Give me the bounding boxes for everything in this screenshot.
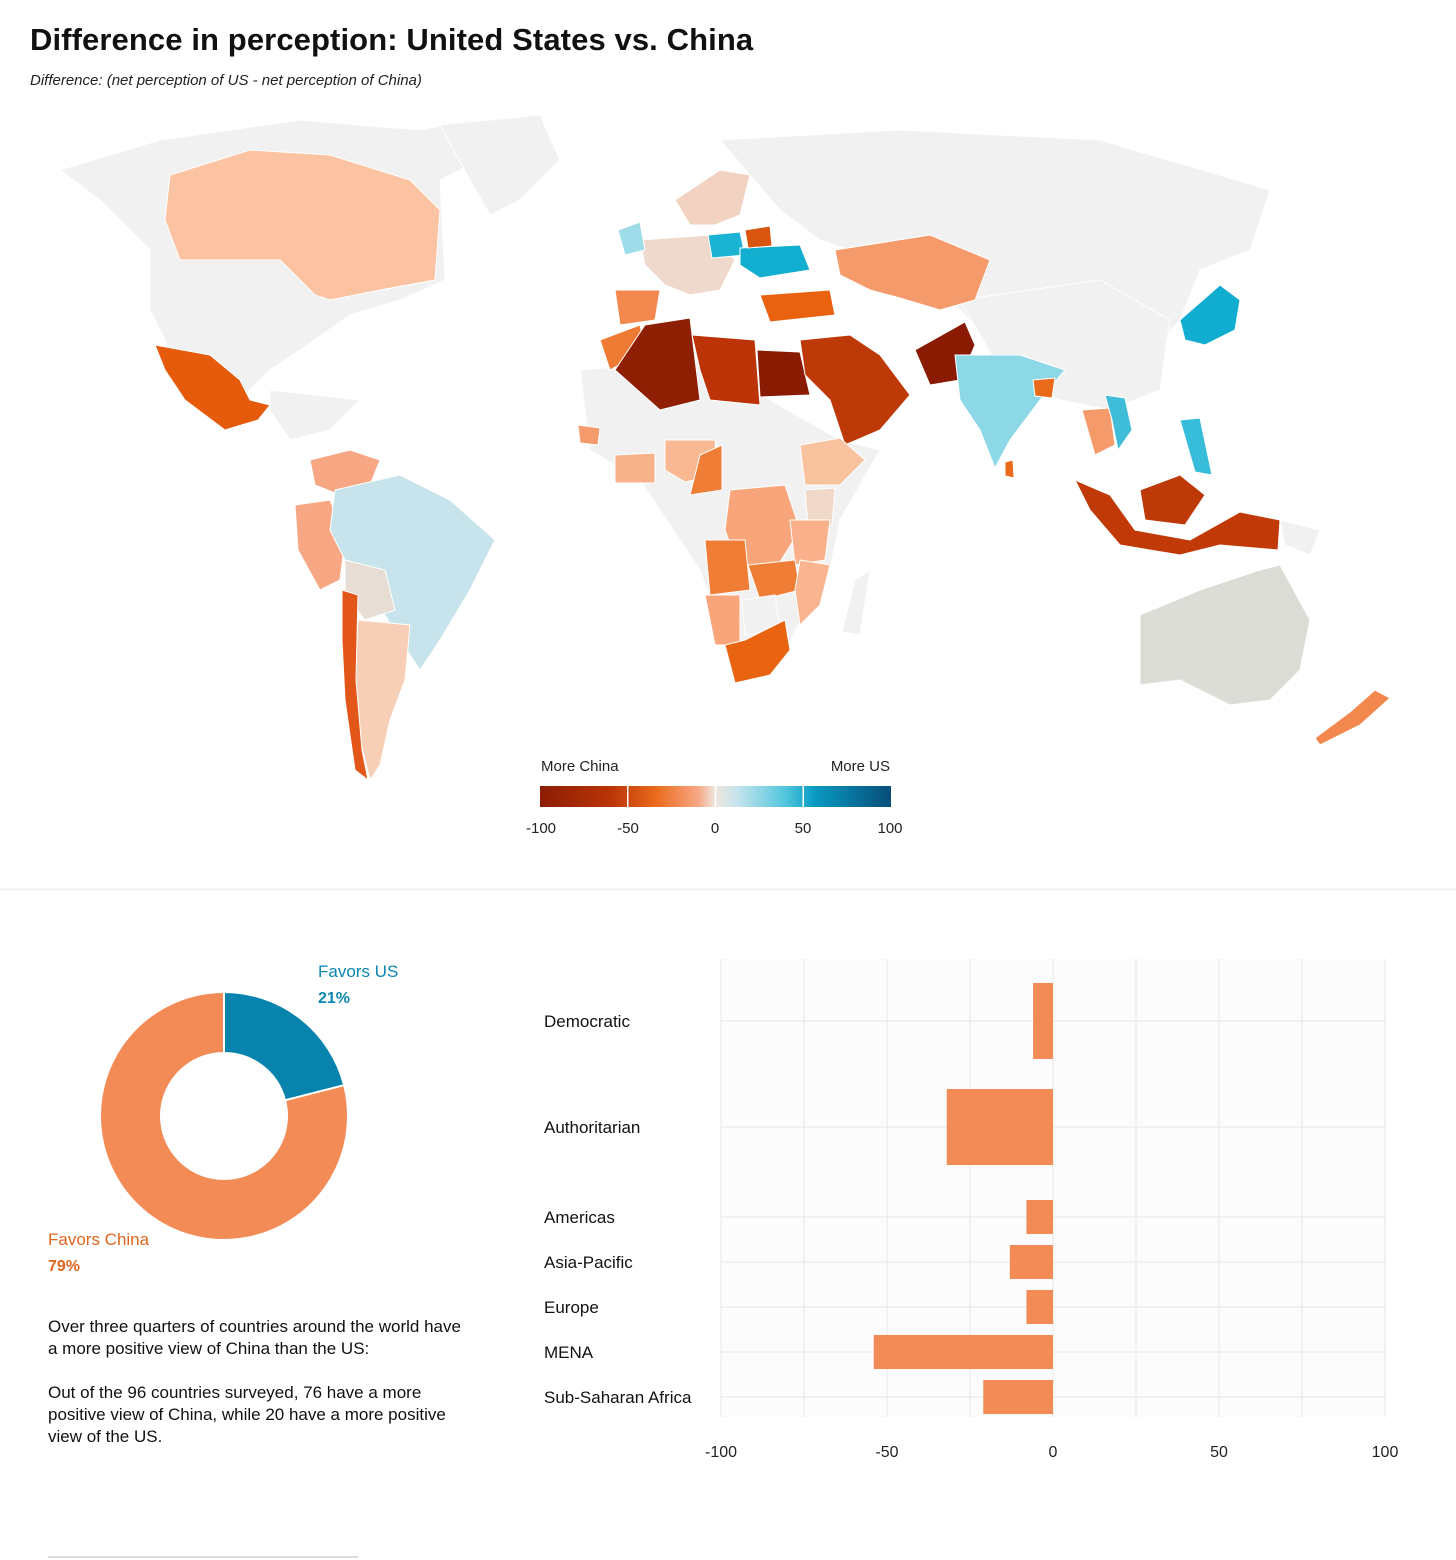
x-tick-label: -50	[875, 1444, 898, 1461]
country-spain	[614, 289, 661, 326]
x-tick-label: -100	[705, 1444, 737, 1461]
country-poland	[707, 231, 746, 259]
country-turkey	[759, 289, 836, 323]
country-belarus	[744, 225, 773, 249]
world-map	[58, 114, 1391, 782]
summary-paragraph-2: Out of the 96 countries surveyed, 76 hav…	[48, 1383, 446, 1446]
country-angola	[704, 539, 751, 596]
legend-right-label: More US	[830, 758, 890, 775]
bar-democratic	[1033, 983, 1053, 1059]
bar-asia-pacific	[1009, 1245, 1053, 1279]
donut-chart	[99, 990, 349, 1241]
country-scandinavia	[674, 169, 751, 226]
donut-us-label: Favors US	[318, 962, 399, 981]
country-egypt	[756, 349, 811, 398]
country-namibia	[704, 594, 741, 646]
country-cameroon	[689, 444, 723, 496]
country-uk	[617, 221, 646, 256]
legend-tick-minus-100: -100	[525, 820, 557, 837]
summary-paragraph-1: Over three quarters of countries around …	[48, 1317, 461, 1358]
country-canada	[164, 149, 441, 301]
country-sri-lanka	[1004, 459, 1015, 479]
category-label: MENA	[544, 1343, 594, 1362]
x-tick-label: 0	[1049, 1444, 1058, 1461]
legend-tick-100: 100	[877, 820, 903, 837]
country-australia	[1139, 564, 1311, 706]
country-ghana	[614, 452, 656, 484]
bottom-rule	[48, 1556, 358, 1558]
bar-authoritarian	[946, 1089, 1053, 1165]
x-tick-label: 50	[1210, 1444, 1228, 1461]
donut-us-pct: 21%	[318, 990, 351, 1007]
category-label: Americas	[544, 1208, 615, 1227]
country-algeria	[614, 317, 701, 411]
legend-tick-0: 0	[710, 820, 720, 837]
country-kenya	[804, 487, 836, 526]
country-japan	[1179, 284, 1241, 346]
country-ethiopia	[799, 437, 866, 486]
bar-europe	[1026, 1290, 1053, 1324]
country-new-zealand	[1314, 689, 1391, 746]
chart-title: Difference in perception: United States …	[30, 22, 754, 57]
x-tick-label: 100	[1372, 1444, 1399, 1461]
donut-china-pct: 79%	[48, 1258, 81, 1275]
bar-sub-saharan-africa	[983, 1380, 1053, 1414]
country-mexico	[154, 344, 271, 431]
map-countries	[154, 149, 1391, 782]
country-south-africa	[724, 619, 791, 684]
country-thailand	[1081, 407, 1116, 456]
category-label: Asia-Pacific	[544, 1253, 633, 1272]
country-saudi-arabia	[799, 334, 911, 446]
category-label: Sub-Saharan Africa	[544, 1388, 692, 1407]
donut-slice-us	[223, 990, 346, 1102]
category-label: Europe	[544, 1298, 599, 1317]
color-scale-bar	[540, 786, 891, 807]
legend-left-label: More China	[541, 758, 619, 775]
region-bar-chart: Democratic Authoritarian Americas Asia-Paci…	[544, 959, 1399, 1461]
country-india	[954, 354, 1066, 470]
country-mozambique	[794, 559, 831, 627]
country-chile	[341, 589, 369, 782]
country-bangladesh	[1032, 377, 1056, 399]
country-ukraine	[739, 244, 811, 279]
donut-slice-china	[99, 990, 349, 1241]
bar-mena	[873, 1335, 1053, 1369]
country-tanzania	[789, 519, 831, 566]
country-west-africa	[577, 424, 601, 446]
legend-tick-50: 50	[794, 820, 812, 837]
country-central-asia	[834, 234, 991, 311]
donut-china-label: Favors China	[48, 1230, 150, 1249]
category-label: Democratic	[544, 1012, 630, 1031]
country-brazil	[329, 474, 496, 671]
country-philippines	[1179, 417, 1213, 476]
category-label: Authoritarian	[544, 1118, 640, 1137]
country-vietnam	[1104, 394, 1133, 452]
country-malaysia	[1139, 474, 1206, 526]
bar-americas	[1026, 1200, 1053, 1234]
country-libya	[691, 334, 761, 406]
chart-subtitle: Difference: (net perception of US - net …	[30, 72, 422, 89]
section-divider	[0, 888, 1456, 891]
country-indonesia	[1073, 479, 1281, 556]
legend-tick-minus-50: -50	[617, 820, 639, 837]
